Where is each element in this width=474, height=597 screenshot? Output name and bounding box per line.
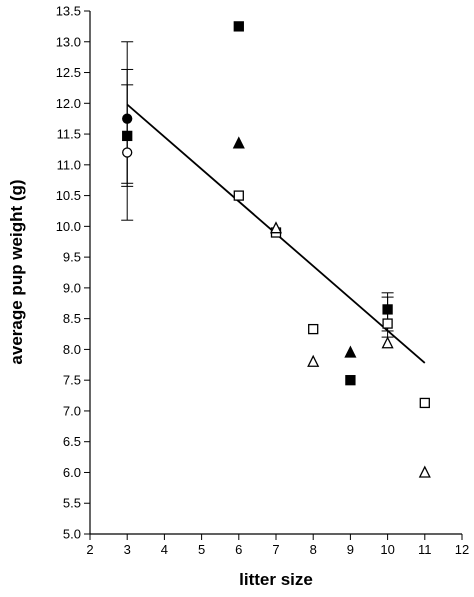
y-tick-label: 9.5: [63, 250, 81, 265]
y-axis-title: average pup weight (g): [7, 179, 26, 364]
x-tick-label: 3: [124, 542, 131, 557]
x-tick-label: 12: [455, 542, 469, 557]
data-point-filled-square: [233, 21, 244, 32]
data-point-open-triangle: [269, 221, 283, 234]
x-tick-label: 5: [198, 542, 205, 557]
data-point-filled-square: [345, 375, 356, 386]
data-point-open-square: [419, 397, 430, 409]
y-tick-label: 11.5: [57, 127, 81, 142]
x-tick-label: 9: [347, 542, 354, 557]
y-tick-label: 7.0: [63, 403, 81, 418]
data-points-group: [122, 21, 431, 478]
x-tick-label: 2: [86, 542, 93, 557]
data-point-open-square: [382, 318, 393, 329]
y-tick-label: 8.5: [63, 311, 81, 326]
x-tick-label: 4: [161, 542, 168, 557]
data-point-open-square: [233, 190, 244, 201]
y-tick-label: 13.5: [56, 4, 81, 19]
data-point-filled-triangle: [344, 345, 357, 358]
y-tick-label: 8.0: [63, 342, 81, 357]
data-point-filled-triangle: [232, 136, 245, 149]
y-tick-label: 12.5: [56, 65, 81, 80]
axes: [89, 11, 462, 535]
y-tick-label: 6.0: [63, 465, 81, 480]
data-point-open-triangle: [381, 336, 394, 349]
y-tick-label: 11.0: [57, 157, 81, 172]
y-tick-label: 5.5: [63, 496, 81, 511]
x-tick-label: 6: [235, 542, 242, 557]
x-tick-label: 7: [272, 542, 279, 557]
y-tick-label: 13.0: [56, 34, 81, 49]
y-tick-label: 7.5: [63, 373, 81, 388]
x-ticks: 2 3 4 5 6 7 8 9 10 11 12: [86, 534, 469, 557]
y-tick-label: 5.0: [63, 527, 81, 542]
data-point-open-triangle: [418, 465, 431, 478]
y-tick-label: 9.0: [63, 280, 81, 295]
y-tick-label: 10.5: [56, 188, 81, 203]
data-point-filled-square: [382, 304, 393, 315]
data-point-open-triangle: [307, 354, 320, 367]
y-tick-label: 10.0: [56, 219, 81, 234]
x-axis-title: litter size: [239, 570, 313, 589]
x-tick-label: 11: [418, 542, 432, 557]
x-tick-label: 10: [380, 542, 394, 557]
data-point-filled-square: [122, 130, 133, 142]
y-tick-label: 12.0: [56, 96, 81, 111]
data-point-filled-circle: [122, 113, 133, 124]
x-tick-label: 8: [310, 542, 317, 557]
error-bars-group: [121, 41, 394, 338]
data-point-open-square: [308, 323, 319, 335]
y-tick-label: 6.5: [63, 434, 81, 449]
data-point-open-circle: [122, 147, 133, 158]
y-ticks: 5.0 5.5 6.0 6.5 7.0 7.5 8.0 8.5 9.0 9.5 10.0 10.5 11…: [56, 4, 90, 542]
